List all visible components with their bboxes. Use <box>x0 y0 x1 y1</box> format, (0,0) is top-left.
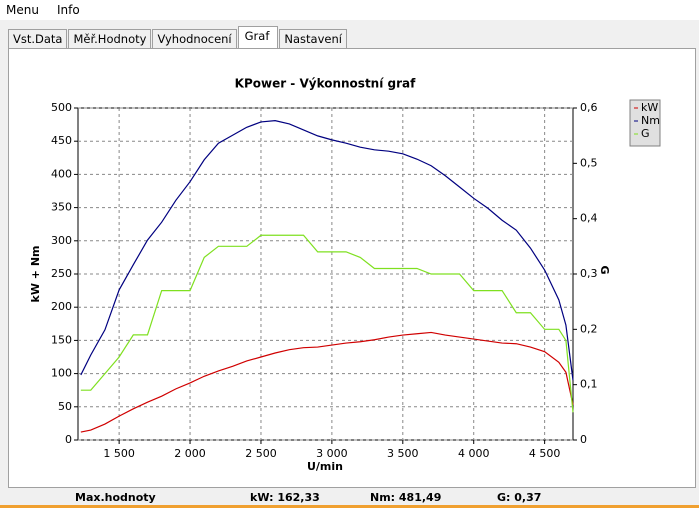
y-tick-label: 300 <box>51 234 72 247</box>
y-tick-label: 0 <box>65 433 72 446</box>
x-tick-label: 1 500 <box>103 447 135 460</box>
y-tick-label: 100 <box>51 367 72 380</box>
x-tick-label: 4 000 <box>458 447 490 460</box>
x-axis-label: U/min <box>307 460 343 473</box>
y2-tick-label: 0,6 <box>580 101 598 114</box>
legend-label: Nm <box>641 114 660 127</box>
status-item: G: 0,37 <box>497 491 542 504</box>
x-tick-label: 2 500 <box>245 447 277 460</box>
y2-tick-label: 0 <box>580 433 587 446</box>
chart-title: KPower - Výkonnostní graf <box>235 77 416 91</box>
y2-tick-label: 0,5 <box>580 156 598 169</box>
y-tick-label: 350 <box>51 201 72 214</box>
x-tick-label: 3 500 <box>387 447 419 460</box>
y2-tick-label: 0,4 <box>580 212 598 225</box>
status-bar: Max.hodnoty kW: 162,33 Nm: 481,49 G: 0,3… <box>0 488 699 505</box>
legend-label: kW <box>641 101 658 114</box>
y-tick-label: 500 <box>51 101 72 114</box>
y2-tick-label: 0,1 <box>580 378 598 391</box>
y-axis-label: kW + Nm <box>29 246 42 303</box>
series-line <box>80 120 574 381</box>
y-tick-label: 250 <box>51 267 72 280</box>
menu-item[interactable]: Info <box>56 3 80 17</box>
x-tick-label: 3 000 <box>316 447 348 460</box>
menu-item[interactable]: Menu <box>6 3 39 17</box>
y-tick-label: 450 <box>51 134 72 147</box>
tabs: Vst.Data Měř.Hodnoty Vyhodnocení Graf Na… <box>8 26 348 49</box>
tab[interactable]: Měř.Hodnoty <box>68 29 152 49</box>
x-tick-label: 2 000 <box>174 447 206 460</box>
chart: KPower - Výkonnostní graf U/min kW + Nm … <box>29 77 661 473</box>
y-tick-label: 400 <box>51 167 72 180</box>
series-line <box>80 331 574 433</box>
series-line <box>80 234 574 413</box>
y2-tick-label: 0,3 <box>580 267 598 280</box>
x-tick-label: 4 500 <box>529 447 561 460</box>
tab[interactable]: Vyhodnocení <box>152 29 237 49</box>
y2-tick-label: 0,2 <box>580 322 598 335</box>
y2-axis-label: G <box>598 265 611 274</box>
tab[interactable]: Vst.Data <box>8 29 68 49</box>
menu-bar: Menu Info <box>0 0 699 20</box>
status-item: Nm: 481,49 <box>370 491 442 504</box>
y-tick-label: 150 <box>51 333 72 346</box>
status-item: kW: 162,33 <box>250 491 320 504</box>
y-tick-label: 200 <box>51 300 72 313</box>
tab[interactable]: Nastavení <box>279 29 347 49</box>
legend-label: G <box>641 127 650 140</box>
y-tick-label: 50 <box>58 400 72 413</box>
status-label: Max.hodnoty <box>75 491 156 504</box>
status-accent <box>0 505 699 508</box>
tab[interactable]: Graf <box>237 26 279 48</box>
